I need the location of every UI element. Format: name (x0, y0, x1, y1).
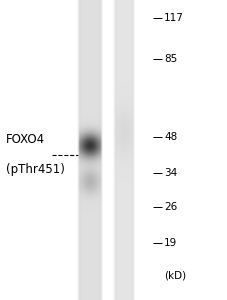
Text: FOXO4: FOXO4 (6, 133, 45, 146)
Text: 19: 19 (163, 238, 177, 248)
Text: (kD): (kD) (163, 271, 185, 281)
Text: 26: 26 (163, 202, 177, 212)
Text: 117: 117 (163, 13, 183, 23)
Text: 85: 85 (163, 53, 177, 64)
Text: 48: 48 (163, 131, 177, 142)
Text: 34: 34 (163, 167, 177, 178)
Text: (pThr451): (pThr451) (6, 163, 64, 176)
